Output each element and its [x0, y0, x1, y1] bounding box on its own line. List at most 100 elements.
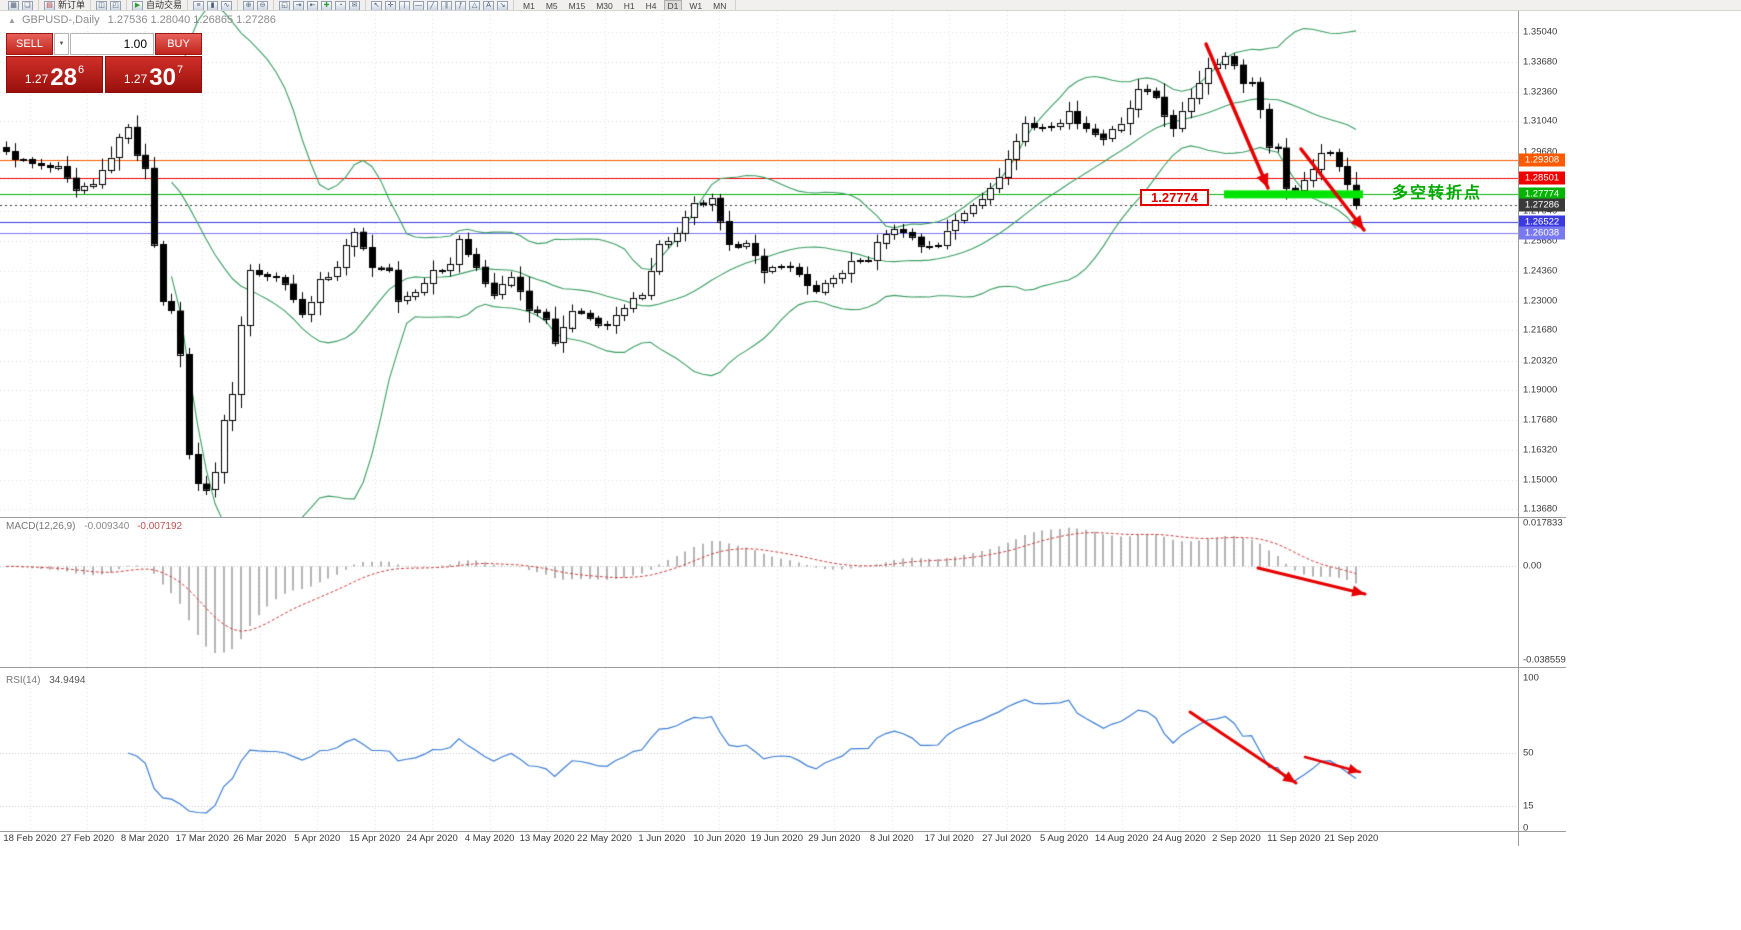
- price-line-badge[interactable]: 1.29308: [1519, 153, 1565, 167]
- rsi-scale-label: 50: [1523, 747, 1534, 759]
- date-tick-label: 5 Apr 2020: [294, 833, 341, 844]
- rsi-header: RSI(14) 34.9494: [6, 675, 85, 686]
- rsi-scale-label: 0: [1523, 822, 1529, 834]
- one-click-trading-panel: SELL ▼ 1.00 BUY 1.27 28 6 1.27 30 7: [6, 33, 202, 93]
- indicators-icon[interactable]: ✚: [321, 1, 333, 10]
- timeframe-button-M5[interactable]: M5: [545, 0, 558, 11]
- date-tick-label: 26 Mar 2020: [233, 833, 287, 844]
- main-macd-splitter[interactable]: [0, 517, 1566, 518]
- price-tick-label: 1.13680: [1523, 503, 1558, 515]
- text-icon[interactable]: A: [483, 1, 495, 10]
- channel-icon[interactable]: ∥: [441, 1, 453, 10]
- date-tick-label: 13 May 2020: [519, 833, 575, 844]
- date-tick-label: 4 May 2020: [464, 833, 515, 844]
- price-line-badge[interactable]: 1.27774: [1519, 187, 1565, 201]
- date-tick-label: 14 Aug 2020: [1094, 833, 1149, 844]
- trendline-icon[interactable]: ╱: [427, 1, 439, 10]
- toolbar-group-timeframes: M1 M5 M15 M30 H1 H4 D1 W1 MN: [514, 0, 737, 11]
- timeframe-button-D1[interactable]: D1: [663, 0, 683, 10]
- new-order-icon[interactable]: ▤: [44, 1, 55, 10]
- date-tick-label: 8 Mar 2020: [120, 833, 169, 844]
- chart-window-icon[interactable]: ▦: [8, 1, 19, 10]
- top-toolbar: ▦ ❏ ▤ 新订单 ◫ ◰ ▶ 自动交易 ≡ ▮ ∿ ⊕ ⊖ ◱ ⇥ ⇤ ✚ ◔ ✉ ↖ ✛ ∣ ― ╱ ∥ ƒ △ A ↘ M1 M5 M1…: [0, 0, 1741, 11]
- date-tick-label: 17 Jul 2020: [924, 833, 974, 844]
- sell-price-main: 28: [50, 64, 77, 91]
- toolbar-group-chart-tools: ◱ ⇥ ⇤ ✚ ◔ ✉: [274, 0, 367, 10]
- new-order-label[interactable]: 新订单: [58, 0, 86, 10]
- autotrading-label[interactable]: 自动交易: [146, 0, 183, 10]
- date-tick-label: 15 Apr 2020: [349, 833, 401, 844]
- buy-price-pipette: 7: [176, 64, 184, 76]
- rsi-panel-canvas[interactable]: [0, 668, 1518, 831]
- volume-input[interactable]: 1.00: [70, 33, 154, 55]
- timeframe-button-M30[interactable]: M30: [596, 0, 613, 11]
- price-line-badge[interactable]: 1.26038: [1519, 226, 1565, 240]
- main-chart-canvas[interactable]: [0, 11, 1518, 517]
- fibonacci-icon[interactable]: ƒ: [455, 1, 467, 10]
- macd-header: MACD(12,26,9) -0.009340 -0.007192: [6, 521, 182, 532]
- support-price-label[interactable]: 1.27774: [1140, 189, 1209, 206]
- date-tick-label: 18 Feb 2020: [3, 833, 57, 844]
- macd-panel-canvas[interactable]: [0, 518, 1518, 667]
- volume-dropdown[interactable]: ▼: [54, 33, 69, 55]
- date-tick-label: 2 Sep 2020: [1212, 833, 1261, 844]
- rsi-value: 34.9494: [49, 675, 86, 686]
- price-tick-label: 1.24360: [1523, 265, 1558, 276]
- chart-shift-icon[interactable]: ⇤: [307, 1, 319, 10]
- templates-icon[interactable]: ✉: [349, 1, 361, 10]
- macd-scale-label: 0.00: [1523, 560, 1542, 572]
- price-tick-label: 1.16320: [1523, 444, 1558, 456]
- buy-button[interactable]: BUY: [155, 33, 202, 55]
- market-watch-icon[interactable]: ◫: [96, 1, 108, 10]
- bar-chart-icon[interactable]: ≡: [193, 1, 205, 10]
- turning-point-note[interactable]: 多空转折点: [1392, 185, 1483, 202]
- price-line-badge[interactable]: 1.26522: [1519, 215, 1565, 229]
- date-tick-label: 10 Jun 2020: [693, 833, 746, 844]
- date-tick-label: 24 Aug 2020: [1152, 833, 1206, 844]
- zoom-in-icon[interactable]: ⊕: [243, 1, 255, 10]
- profiles-icon[interactable]: ❏: [22, 1, 33, 10]
- periods-icon[interactable]: ◔: [335, 1, 347, 10]
- date-tick-label: 22 May 2020: [577, 833, 632, 844]
- date-tick-label: 8 Jul 2020: [869, 833, 914, 844]
- buy-price-button[interactable]: 1.27 30 7: [105, 56, 202, 93]
- timeframe-button-M15[interactable]: M15: [568, 0, 586, 11]
- price-tick-label: 1.33680: [1523, 56, 1558, 68]
- date-tick-label: 27 Jul 2020: [982, 833, 1032, 844]
- macd-rsi-splitter[interactable]: [0, 667, 1566, 668]
- sell-price-button[interactable]: 1.27 28 6: [6, 56, 103, 93]
- price-line-badge[interactable]: 1.28501: [1519, 171, 1565, 185]
- timeframe-button-MN[interactable]: MN: [713, 0, 727, 11]
- timeframe-button-W1[interactable]: W1: [689, 0, 703, 11]
- price-tick-label: 1.35040: [1523, 26, 1558, 38]
- arrow-styles-icon[interactable]: ↘: [497, 1, 509, 10]
- toolbar-group-autotrading: ▶ 自动交易: [127, 0, 189, 10]
- price-tick-label: 1.17680: [1523, 414, 1558, 426]
- date-tick-label: 1 Jun 2020: [638, 833, 686, 844]
- timeframe-button-H1[interactable]: H1: [623, 0, 635, 11]
- crosshair-icon[interactable]: ✛: [385, 1, 397, 10]
- rsi-name: RSI(14): [6, 675, 41, 686]
- price-tick-label: 1.32360: [1523, 86, 1558, 98]
- sell-price-prefix: 1.27: [24, 72, 49, 86]
- autotrading-icon[interactable]: ▶: [132, 1, 144, 10]
- sell-price-pipette: 6: [77, 64, 85, 76]
- tile-windows-icon[interactable]: ◱: [279, 1, 291, 10]
- timeframe-button-H4[interactable]: H4: [645, 0, 657, 11]
- chart-shift-marker-icon: ▲: [8, 16, 16, 25]
- line-chart-icon[interactable]: ∿: [221, 1, 233, 10]
- date-tick-label: 27 Feb 2020: [60, 833, 115, 844]
- sell-button[interactable]: SELL: [6, 33, 53, 55]
- timeframe-button-M1[interactable]: M1: [523, 0, 535, 11]
- date-tick-label: 5 Aug 2020: [1040, 833, 1089, 844]
- price-tick-label: 1.20320: [1523, 355, 1558, 367]
- hline-icon[interactable]: ―: [413, 1, 425, 10]
- chart-title: ▲ GBPUSD-,Daily 1.27536 1.28040 1.26865 …: [8, 14, 276, 26]
- zoom-out-icon[interactable]: ⊖: [257, 1, 269, 10]
- vline-icon[interactable]: ∣: [399, 1, 411, 10]
- candle-chart-icon[interactable]: ▮: [207, 1, 219, 10]
- cursor-icon[interactable]: ↖: [371, 1, 383, 10]
- navigator-icon[interactable]: ◰: [110, 1, 122, 10]
- auto-scroll-icon[interactable]: ⇥: [293, 1, 305, 10]
- shapes-icon[interactable]: △: [469, 1, 481, 10]
